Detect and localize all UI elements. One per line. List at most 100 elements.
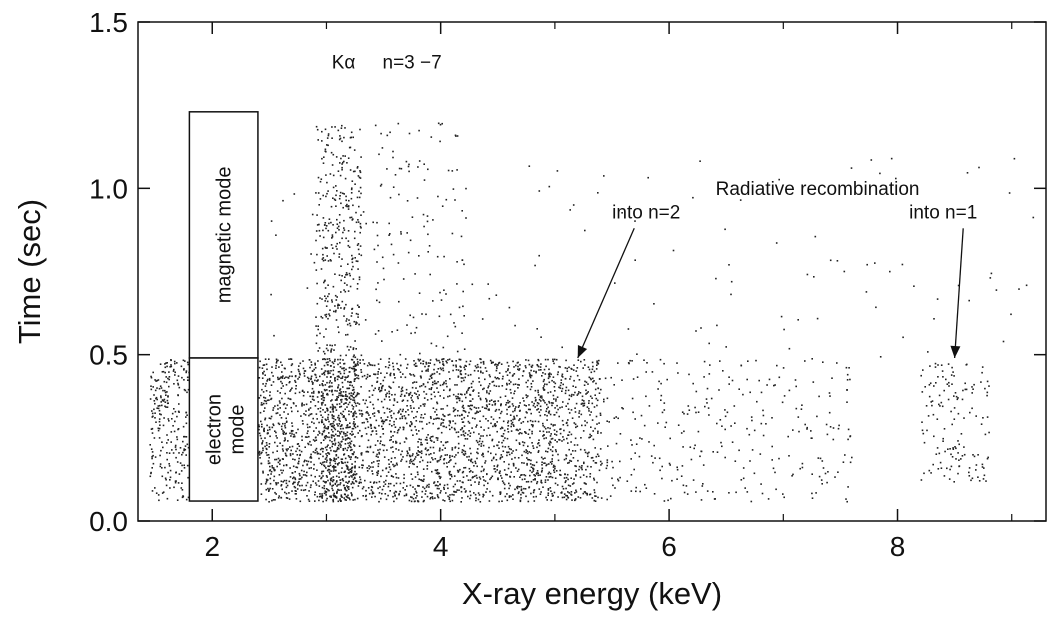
scatter-point xyxy=(846,389,848,391)
scatter-point xyxy=(344,276,346,278)
scatter-point xyxy=(448,413,451,416)
scatter-point xyxy=(621,379,623,381)
scatter-point xyxy=(424,413,426,415)
scatter-point xyxy=(593,380,595,382)
scatter-point xyxy=(515,406,517,408)
scatter-point xyxy=(500,404,502,407)
scatter-point xyxy=(932,413,935,416)
scatter-point xyxy=(552,494,554,497)
scatter-point xyxy=(150,376,153,379)
scatter-point xyxy=(263,370,265,373)
scatter-point xyxy=(401,415,404,418)
scatter-point xyxy=(639,490,641,493)
scatter-point xyxy=(339,443,341,445)
scatter-point xyxy=(292,436,295,438)
scatter-point xyxy=(422,383,425,386)
scatter-point xyxy=(360,214,362,216)
scatter-point xyxy=(506,374,509,376)
scatter-point xyxy=(470,382,473,385)
scatter-point xyxy=(562,383,564,386)
scatter-point xyxy=(426,220,429,223)
scatter-point xyxy=(474,365,477,367)
scatter-point xyxy=(569,378,571,380)
scatter-point xyxy=(327,260,330,262)
scatter-point xyxy=(440,299,443,301)
scatter-point xyxy=(685,485,688,487)
scatter-point xyxy=(298,480,300,483)
scatter-point xyxy=(811,358,813,360)
scatter-point xyxy=(758,379,760,382)
scatter-point xyxy=(326,469,329,472)
scatter-point xyxy=(351,359,354,361)
scatter-point xyxy=(549,435,552,437)
scatter-point xyxy=(276,450,278,452)
scatter-point xyxy=(395,440,397,443)
scatter-point xyxy=(417,473,419,476)
scatter-point xyxy=(352,399,354,401)
scatter-point xyxy=(663,409,666,411)
scatter-point xyxy=(285,384,288,386)
scatter-point xyxy=(157,429,160,432)
scatter-point xyxy=(697,411,700,413)
scatter-point xyxy=(563,458,566,461)
scatter-point xyxy=(281,488,283,491)
scatter-point xyxy=(454,415,456,417)
scatter-point xyxy=(591,497,594,499)
scatter-point xyxy=(420,385,423,387)
scatter-point xyxy=(590,411,592,413)
scatter-point xyxy=(452,485,455,488)
scatter-point xyxy=(800,408,803,410)
scatter-point xyxy=(644,483,646,486)
scatter-point xyxy=(638,455,641,458)
scatter-point xyxy=(467,420,470,423)
scatter-point xyxy=(606,459,609,461)
scatter-point xyxy=(531,430,533,433)
scatter-point xyxy=(330,221,332,224)
scatter-point xyxy=(460,434,463,436)
scatter-point xyxy=(518,491,520,493)
scatter-point xyxy=(485,418,487,420)
scatter-point xyxy=(310,364,313,366)
scatter-point xyxy=(385,479,387,482)
scatter-point xyxy=(502,435,504,438)
scatter-point xyxy=(738,449,740,452)
scatter-point xyxy=(513,366,515,368)
scatter-point xyxy=(320,472,323,475)
scatter-point xyxy=(186,464,189,467)
scatter-point xyxy=(610,376,612,379)
scatter-point xyxy=(392,435,394,437)
scatter-point xyxy=(525,366,527,369)
scatter-point xyxy=(360,454,363,456)
scatter-point xyxy=(344,461,346,464)
scatter-point xyxy=(285,455,288,457)
scatter-point xyxy=(851,456,853,459)
scatter-point xyxy=(387,459,390,461)
scatter-point xyxy=(614,282,616,284)
scatter-point xyxy=(336,390,338,392)
scatter-point xyxy=(416,454,419,456)
scatter-point xyxy=(379,436,382,438)
scatter-point xyxy=(951,456,954,458)
scatter-point xyxy=(514,408,516,410)
scatter-point xyxy=(328,390,331,392)
scatter-point xyxy=(947,363,950,365)
scatter-point xyxy=(325,328,327,330)
scatter-point xyxy=(337,363,339,366)
scatter-point xyxy=(416,411,418,413)
scatter-point xyxy=(347,467,349,469)
scatter-point xyxy=(374,444,377,446)
scatter-point xyxy=(319,407,322,409)
scatter-point xyxy=(418,394,420,396)
scatter-point xyxy=(581,395,584,398)
scatter-point xyxy=(498,378,500,380)
scatter-point xyxy=(303,404,305,406)
scatter-point xyxy=(570,453,572,456)
scatter-point xyxy=(259,457,261,459)
scatter-point xyxy=(340,307,342,309)
scatter-point xyxy=(291,410,293,413)
scatter-point xyxy=(500,403,502,405)
scatter-point xyxy=(169,366,171,368)
scatter-point xyxy=(330,479,332,482)
scatter-point xyxy=(504,395,507,397)
scatter-point xyxy=(396,329,399,331)
